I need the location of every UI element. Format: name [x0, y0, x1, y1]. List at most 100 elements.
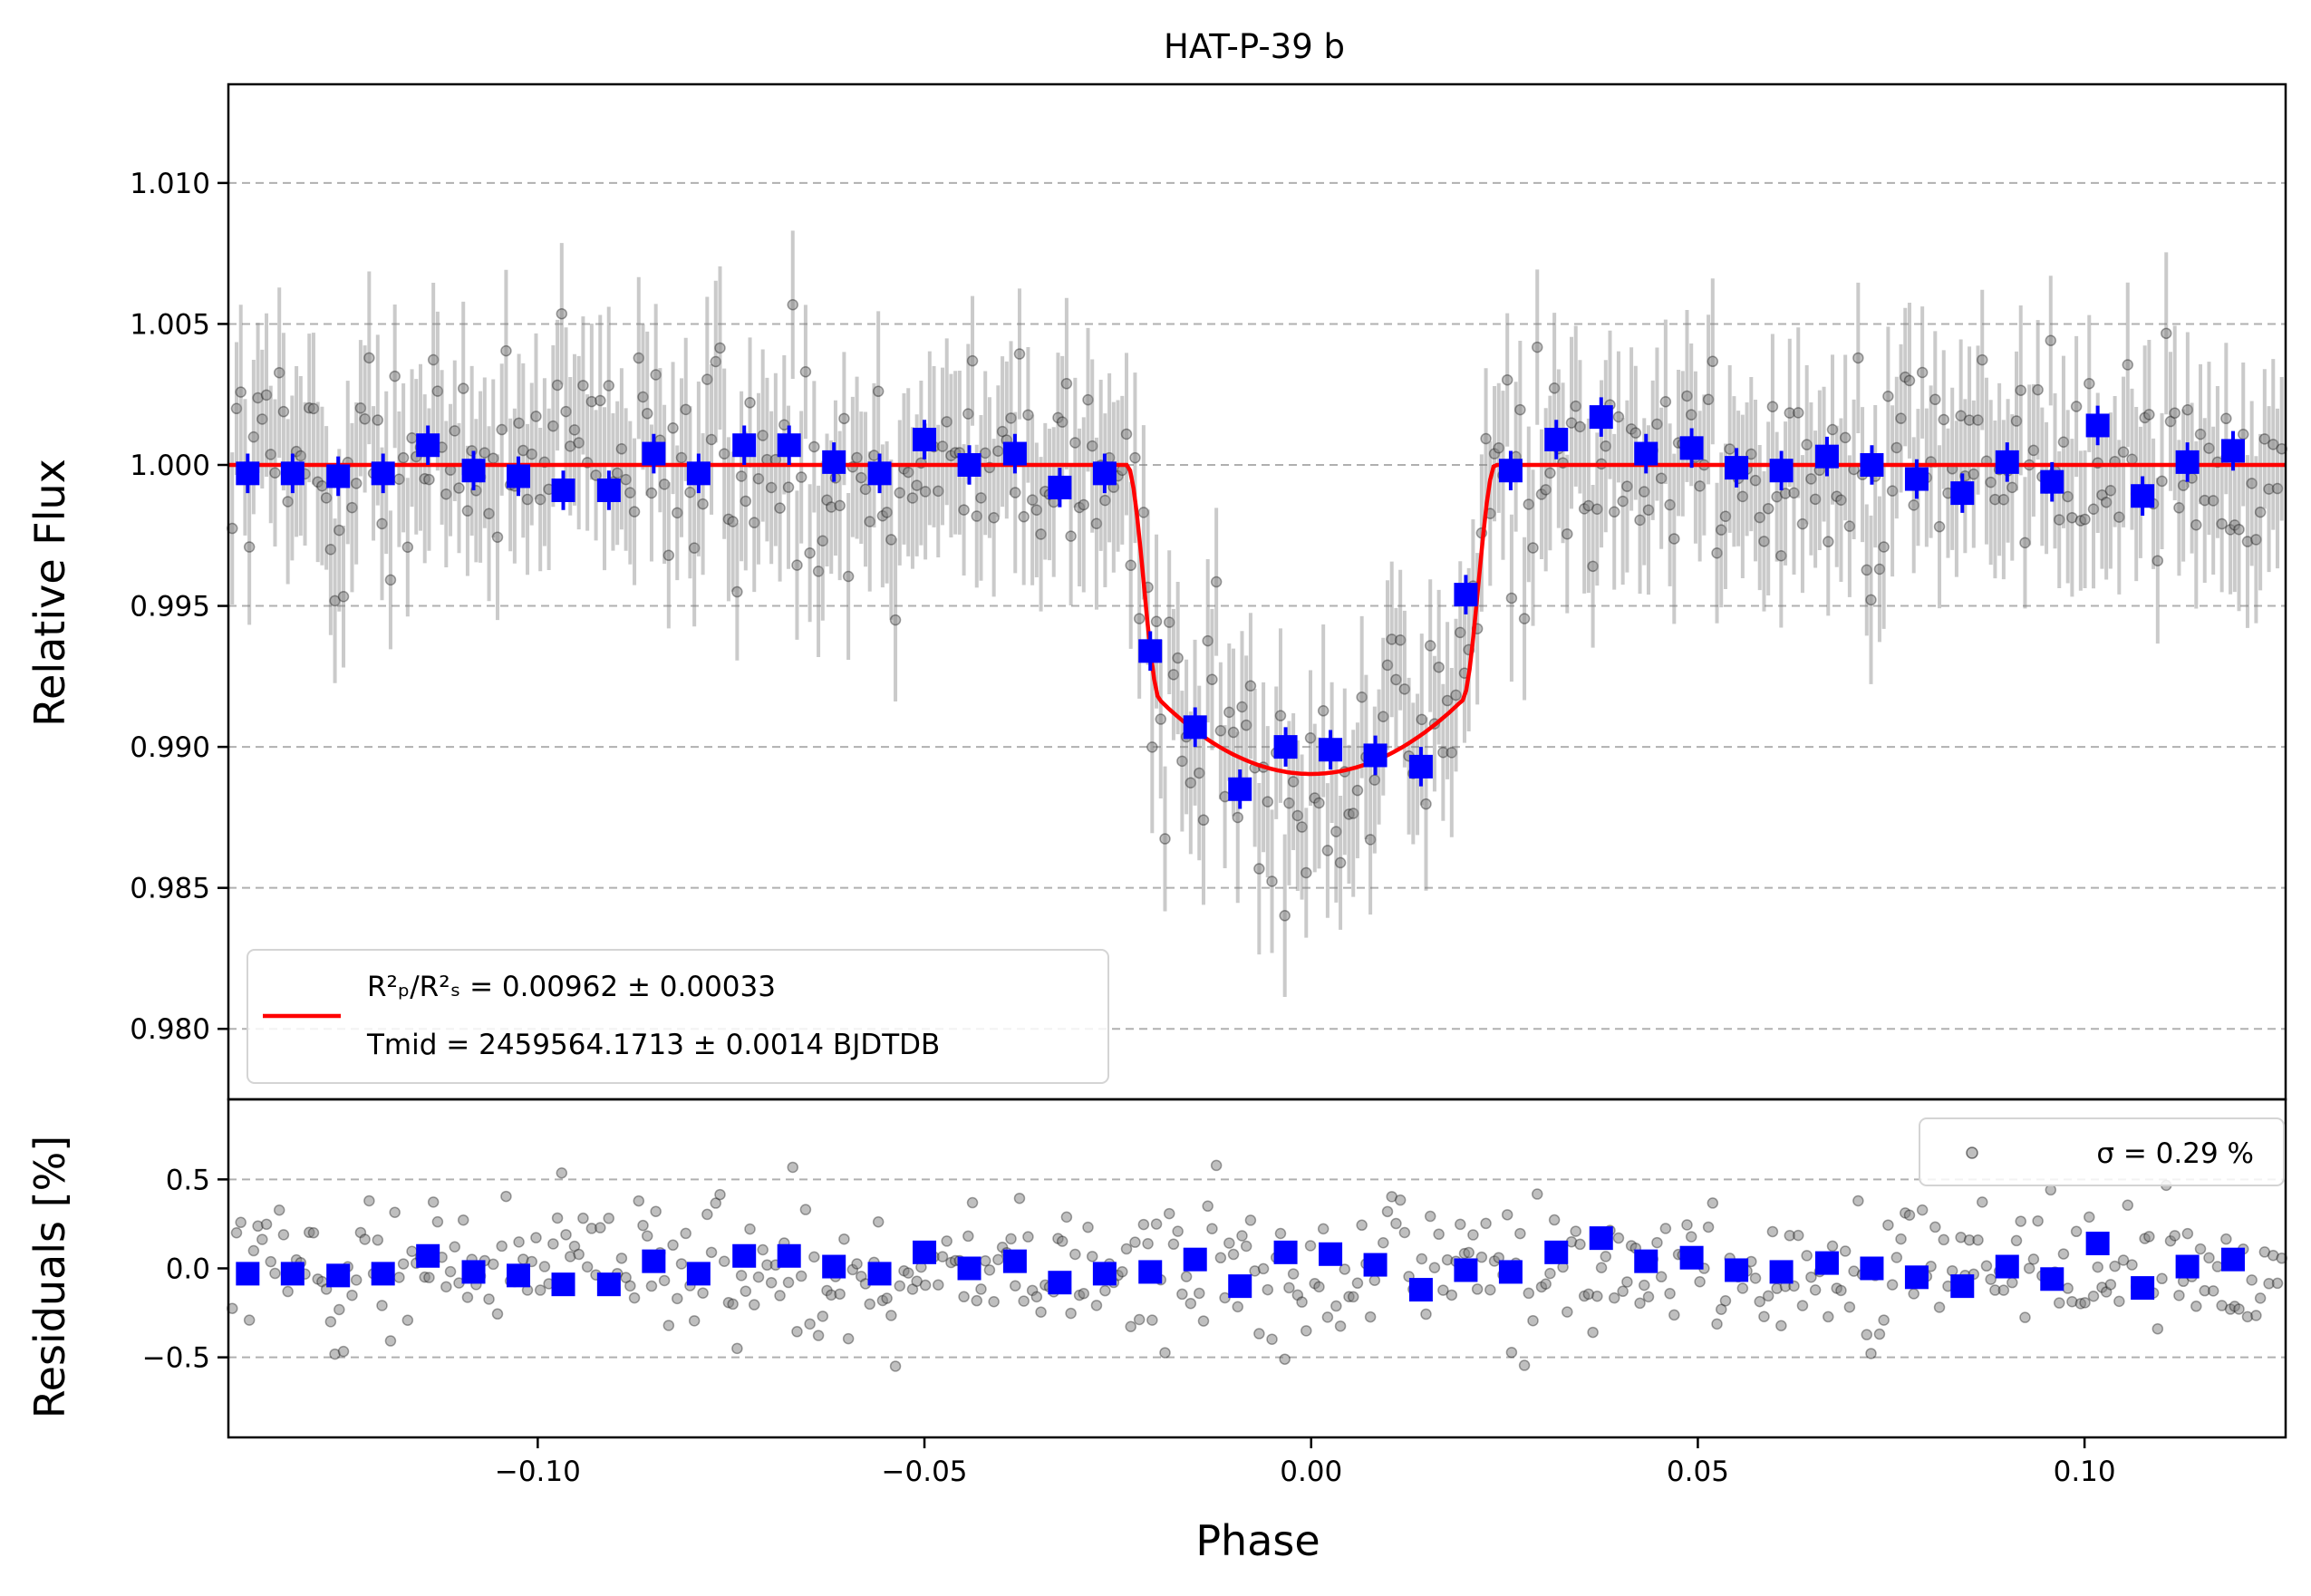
- residual-raw-point: [2104, 1279, 2117, 1291]
- flux-raw-point: [992, 445, 1004, 457]
- flux-raw-point: [787, 299, 798, 311]
- residual-binned-point: [1904, 1265, 1929, 1290]
- residual-raw-point: [1381, 1205, 1394, 1218]
- flux-raw-point: [230, 402, 243, 415]
- flux-raw-point: [389, 370, 401, 382]
- residual-raw-point: [1612, 1232, 1625, 1244]
- residual-raw-point: [1480, 1217, 1492, 1230]
- flux-raw-point: [521, 493, 534, 506]
- flux-raw-point: [1629, 427, 1642, 439]
- residual-raw-point: [975, 1283, 987, 1295]
- residual-raw-point: [1865, 1348, 1877, 1359]
- flux-raw-point: [701, 373, 713, 385]
- residual-raw-point: [1775, 1320, 1787, 1332]
- residual-raw-point: [1236, 1230, 1248, 1242]
- residual-raw-point: [1266, 1333, 1278, 1345]
- flux-raw-point: [1540, 484, 1552, 496]
- residual-binned-point: [1995, 1254, 2019, 1279]
- residual-raw-point: [1069, 1248, 1081, 1261]
- residual-raw-point: [457, 1214, 469, 1226]
- flux-raw-point: [637, 391, 649, 403]
- residual-raw-point: [1125, 1320, 1136, 1332]
- residual-raw-point: [1694, 1275, 1706, 1288]
- residual-binned-point: [1048, 1271, 1072, 1295]
- residual-raw-point: [1210, 1159, 1223, 1172]
- flux-raw-point: [1030, 504, 1043, 516]
- flux-raw-point: [247, 430, 260, 443]
- residual-raw-point: [740, 1285, 752, 1297]
- flux-binned-point: [596, 479, 621, 502]
- flux-raw-point: [1754, 511, 1765, 524]
- flux-raw-point: [2181, 403, 2194, 416]
- flux-y-tick-label: 0.995: [130, 591, 210, 624]
- flux-binned-point: [1544, 428, 1569, 451]
- residual-raw-point: [2169, 1230, 2180, 1242]
- residual-binned-point: [1092, 1262, 1117, 1286]
- phase-x-tick-label: 0.10: [2054, 1456, 2116, 1488]
- flux-raw-point: [491, 531, 504, 543]
- residual-raw-point: [1159, 1347, 1171, 1359]
- flux-raw-point: [346, 501, 358, 514]
- residual-raw-point: [1548, 1214, 1561, 1226]
- flux-binned-point: [1319, 738, 1343, 762]
- residual-raw-point: [547, 1238, 559, 1250]
- flux-raw-point: [1420, 798, 1432, 810]
- residual-raw-point: [1505, 1346, 1518, 1359]
- flux-raw-point: [2220, 412, 2232, 425]
- flux-raw-point: [1505, 592, 1518, 605]
- residual-raw-point: [1185, 1297, 1197, 1310]
- flux-raw-point: [1287, 776, 1300, 788]
- flux-raw-point: [2053, 514, 2065, 526]
- flux-binned-point: [2085, 413, 2110, 438]
- residual-binned-point: [913, 1240, 937, 1264]
- residual-raw-point: [1334, 1320, 1347, 1332]
- residual-raw-point: [496, 1240, 508, 1253]
- residual-raw-point: [1455, 1218, 1466, 1231]
- flux-raw-point: [1125, 559, 1136, 572]
- flux-raw-point: [1010, 487, 1021, 498]
- residual-raw-point: [1313, 1281, 1325, 1293]
- flux-raw-point: [1146, 741, 1158, 753]
- flux-raw-point: [1826, 423, 1839, 436]
- residual-raw-point: [1013, 1192, 1026, 1204]
- flux-raw-point: [672, 507, 683, 519]
- residual-binned-point: [326, 1263, 351, 1288]
- flux-raw-point: [1527, 542, 1539, 554]
- residual-raw-point: [718, 1255, 730, 1267]
- residual-raw-point: [1163, 1207, 1175, 1220]
- residual-raw-point: [1985, 1273, 1997, 1285]
- flux-raw-point: [1758, 536, 1770, 547]
- residual-raw-point: [1484, 1284, 1496, 1296]
- residual-raw-point: [577, 1212, 589, 1224]
- phase-x-tick-label: 0.00: [1280, 1456, 1342, 1488]
- residual-raw-point: [1621, 1276, 1633, 1288]
- residual-raw-point: [2010, 1234, 2023, 1247]
- residual-raw-point: [1861, 1329, 1873, 1340]
- residuals-y-tick-label: −0.5: [142, 1342, 210, 1375]
- residual-raw-point: [2156, 1272, 2168, 1285]
- residual-raw-point: [1378, 1237, 1389, 1249]
- flux-binned-point: [551, 479, 575, 502]
- residual-raw-point: [1287, 1268, 1300, 1280]
- flux-raw-point: [1013, 348, 1026, 360]
- flux-raw-point: [1548, 382, 1561, 394]
- residual-raw-point: [1471, 1283, 1484, 1295]
- residual-raw-point: [440, 1281, 452, 1293]
- flux-binned-point: [1498, 459, 1523, 483]
- residual-raw-point: [1711, 1318, 1723, 1330]
- residual-binned-point: [1769, 1260, 1794, 1284]
- residual-raw-point: [1562, 1306, 1573, 1318]
- flux-raw-point: [1065, 530, 1077, 542]
- residual-raw-point: [1257, 1262, 1270, 1275]
- flux-raw-point: [1865, 594, 1877, 606]
- flux-raw-points: [227, 230, 2287, 997]
- residual-raw-point: [401, 1314, 414, 1327]
- residual-raw-point: [1232, 1301, 1244, 1313]
- residual-raw-point: [962, 1230, 974, 1243]
- flux-binned-point: [1228, 777, 1252, 801]
- residuals-legend-box: [1919, 1117, 2285, 1186]
- flux-raw-point: [1253, 863, 1265, 875]
- flux-raw-point: [778, 419, 790, 430]
- flux-raw-point: [941, 416, 952, 428]
- residual-raw-point: [1634, 1297, 1646, 1310]
